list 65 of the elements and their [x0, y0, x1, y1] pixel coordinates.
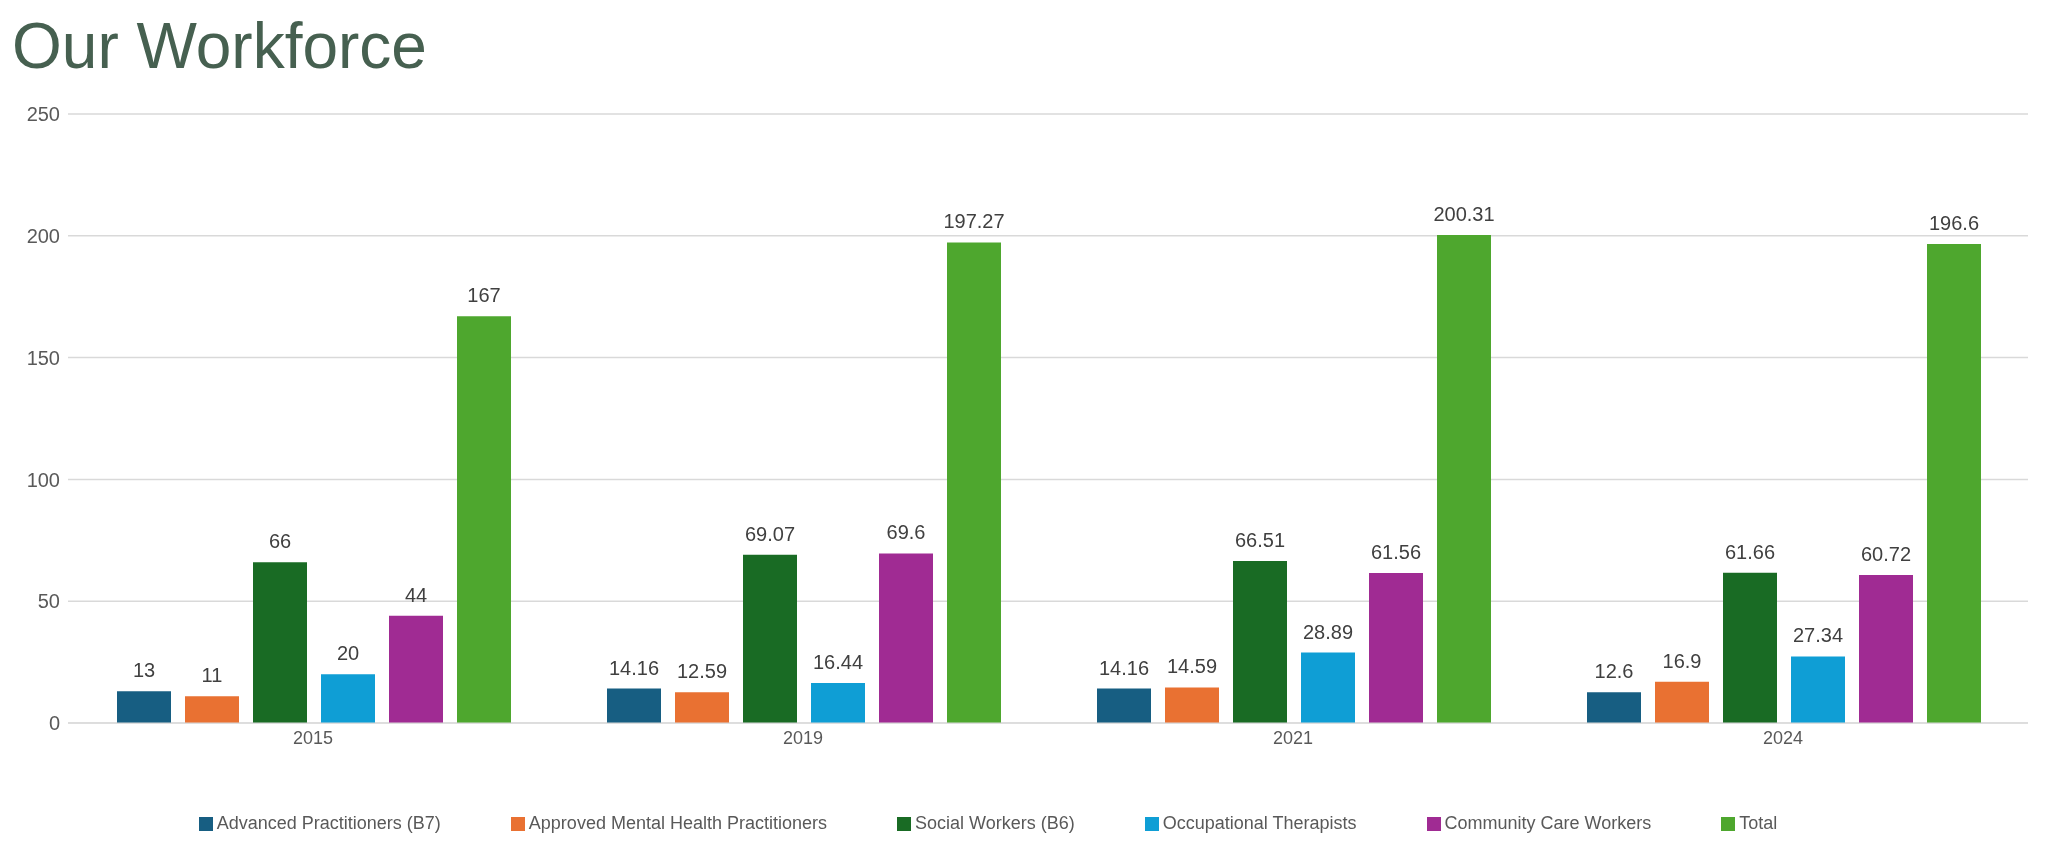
data-label: 28.89 — [1302, 620, 1354, 643]
data-label: 20 — [336, 642, 360, 665]
bar — [1369, 573, 1423, 723]
chart-title: Our Workforce — [12, 9, 428, 84]
data-label: 13 — [132, 659, 156, 682]
data-label: 14.59 — [1166, 655, 1218, 678]
bar — [743, 554, 797, 723]
data-label: 16.9 — [1662, 649, 1702, 672]
bar — [253, 562, 307, 723]
data-label: 61.56 — [1370, 541, 1422, 564]
data-label: 167 — [467, 284, 501, 307]
y-tick-label: 150 — [26, 346, 60, 369]
legend-label: Occupational Therapists — [1162, 813, 1357, 833]
data-label: 69.07 — [744, 522, 796, 545]
data-label: 66 — [268, 530, 292, 553]
bar — [1097, 688, 1151, 723]
data-label: 200.31 — [1433, 203, 1495, 226]
data-label: 14.16 — [608, 656, 660, 679]
legend-label: Advanced Practitioners (B7) — [216, 813, 441, 833]
bar — [811, 682, 865, 723]
data-label: 66.51 — [1234, 528, 1286, 551]
data-label: 12.6 — [1594, 660, 1634, 683]
bar — [457, 316, 511, 723]
x-tick-label: 2015 — [292, 727, 334, 748]
y-tick-label: 250 — [26, 103, 60, 126]
legend-label: Community Care Workers — [1444, 813, 1652, 833]
bar — [1927, 244, 1981, 723]
bar — [879, 553, 933, 723]
data-label: 60.72 — [1860, 543, 1912, 566]
data-label: 196.6 — [1928, 212, 1980, 235]
data-label: 69.6 — [886, 521, 926, 544]
data-label: 14.16 — [1098, 656, 1150, 679]
bar — [1165, 687, 1219, 723]
data-label: 61.66 — [1724, 540, 1776, 563]
bar — [607, 688, 661, 723]
bar — [1791, 656, 1845, 723]
bar — [1437, 235, 1491, 723]
bar — [1655, 681, 1709, 723]
bar — [321, 674, 375, 723]
legend-label: Approved Mental Health Practitioners — [528, 813, 827, 833]
data-label: 197.27 — [943, 210, 1005, 233]
x-tick-label: 2019 — [782, 727, 824, 748]
bar — [1723, 572, 1777, 723]
bar — [1859, 575, 1913, 723]
y-tick-label: 100 — [26, 468, 60, 491]
x-tick-label: 2021 — [1272, 727, 1314, 748]
legend-label: Social Workers (B6) — [915, 813, 1075, 833]
bar — [389, 615, 443, 723]
bar — [1587, 692, 1641, 723]
bar — [947, 242, 1001, 723]
y-tick-label: 0 — [48, 712, 60, 735]
data-label: 27.34 — [1792, 624, 1844, 647]
bar — [185, 696, 239, 723]
legend-label: Total — [1739, 813, 1778, 833]
data-label: 44 — [404, 583, 428, 606]
data-label: 11 — [201, 664, 223, 687]
x-tick-label: 2024 — [1762, 727, 1804, 748]
bar — [1301, 652, 1355, 723]
bar — [117, 691, 171, 723]
bar — [1233, 560, 1287, 723]
y-tick-label: 50 — [37, 590, 60, 613]
data-label: 16.44 — [812, 650, 864, 673]
y-tick-label: 200 — [26, 224, 60, 247]
data-label: 12.59 — [676, 660, 728, 683]
bar — [675, 692, 729, 723]
